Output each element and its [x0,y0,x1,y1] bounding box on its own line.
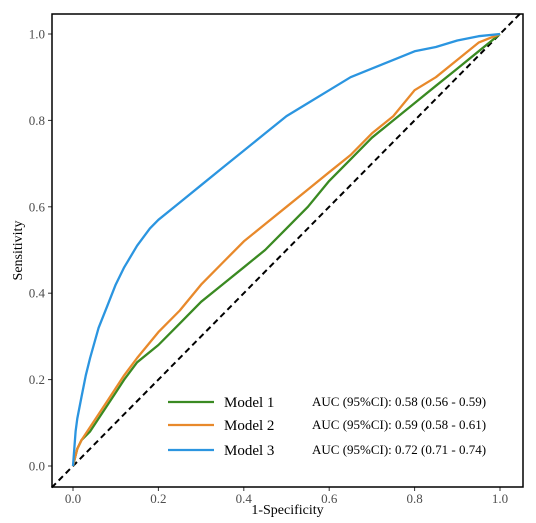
y-tick-label: 0.2 [29,372,45,387]
y-tick-label: 0.6 [29,199,46,214]
y-axis-title: Sensitivity [11,221,26,281]
series-layer [71,32,501,467]
plot-area [50,11,523,489]
plot-panel-border [51,13,524,488]
y-tick-label: 0.4 [29,286,46,301]
legend: Model 1 AUC (95%CI): 0.58 (0.56 - 0.59) Mo… [168,394,486,459]
tick-layer: 0.0 0.2 0.4 0.6 0.8 1.0 0.0 0.2 0.4 0.6 0.8 1.0 [29,27,508,507]
reference-diagonal-line [50,11,523,489]
x-tick-label: 0.2 [150,491,166,506]
auc-label-model-1: AUC (95%CI): 0.58 (0.56 - 0.59) [312,394,486,409]
auc-label-model-2: AUC (95%CI): 0.59 (0.58 - 0.61) [312,417,486,432]
series-line-model-3 [71,32,501,467]
legend-label-model-2: Model 2 [224,418,274,434]
y-tick-label: 0.8 [29,113,45,128]
x-tick-label: 0.8 [406,491,422,506]
series-line-model-1 [71,33,501,467]
x-tick-label: 0.0 [65,491,81,506]
x-tick-label: 0.6 [321,491,338,506]
y-tick-label: 0.0 [29,459,45,474]
y-tick-label: 1.0 [29,27,45,42]
x-tick-label: 0.4 [236,491,253,506]
legend-label-model-1: Model 1 [224,395,274,411]
series-line-model-2 [71,32,501,467]
x-tick-label: 1.0 [492,491,508,506]
x-axis-title: 1-Specificity [251,503,323,518]
auc-label-model-3: AUC (95%CI): 0.72 (0.71 - 0.74) [312,442,486,457]
legend-label-model-3: Model 3 [224,443,274,459]
